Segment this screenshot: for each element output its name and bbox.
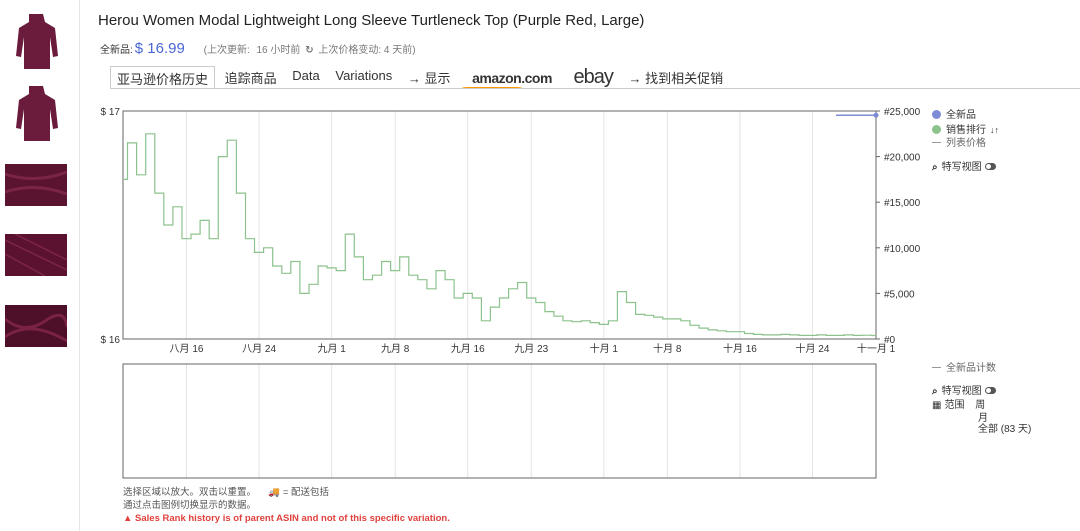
chart-footer: 选择区域以放大。双击以重置。 🚚 = 配送包括 通过点击图例切换显示的数据。 ▲ S… — [123, 486, 450, 525]
refresh-icon[interactable]: ↻ — [305, 45, 314, 56]
ebay-logo-link[interactable]: ebay — [573, 66, 614, 88]
right-y-tick-label: #25,000 — [884, 107, 921, 118]
last-price-change: 上次价格变动: 4 天前) — [318, 45, 416, 56]
footer-line-1: 选择区域以放大。双击以重置。 🚚 = 配送包括 — [123, 486, 450, 499]
count-chart-legend: 全新品计数 ⌕ 特写视图 ▦ 范围 周 月 全部 (83 天) — [932, 362, 1031, 436]
shipping-hint: = 配送包括 — [282, 487, 330, 498]
x-tick-label: 八月 16 — [170, 343, 204, 355]
x-tick-label: 十月 8 — [653, 342, 682, 355]
new-count-swatch — [932, 367, 941, 368]
closeup-toggle-bottom[interactable]: ⌕ 特写视图 — [932, 385, 1031, 399]
warning-text: Sales Rank history is of parent ASIN and… — [135, 513, 450, 524]
last-update-value: 16 小时前 — [256, 45, 301, 56]
product-thumbnail-5[interactable] — [5, 305, 67, 347]
left-y-axis: $ 17 $ 16 — [101, 107, 121, 346]
tab-find-promotions[interactable]: → 找到相关促销 — [628, 71, 724, 86]
legend-new-count[interactable]: 全新品计数 — [932, 362, 1031, 376]
x-axis-tick-labels: 八月 16 八月 24 九月 1 九月 8 九月 16 九月 23 十月 1 十月 8 十月 1… — [170, 342, 896, 355]
legend-new-label: 全新品 — [946, 110, 976, 121]
x-tick-label: 八月 24 — [242, 343, 276, 355]
zoom-hint: 选择区域以放大。双击以重置。 — [123, 487, 257, 498]
product-thumbnail-column — [0, 0, 80, 531]
truck-icon: 🚚 — [268, 487, 280, 498]
tab-bar: 亚马逊价格历史 追踪商品 Data Variations → 显示 amazon… — [110, 66, 729, 89]
product-thumbnail-3[interactable] — [5, 164, 67, 206]
x-tick-label: 十月 1 — [590, 342, 619, 355]
product-thumbnail-4[interactable] — [5, 234, 67, 276]
range-all[interactable]: 全部 (83 天) — [978, 424, 1032, 435]
footer-line-2: 通过点击图例切换显示的数据。 — [123, 500, 257, 511]
range-week[interactable]: 周 — [975, 400, 986, 411]
sales-rank-line — [123, 133, 876, 337]
right-y-tick-label: #5,000 — [884, 289, 915, 300]
sales-rank-swatch — [932, 125, 941, 134]
warning-icon: ▲ — [123, 513, 133, 524]
legend-sales-rank[interactable]: 销售排行 ↓↑ — [932, 123, 999, 137]
product-thumbnail-1[interactable] — [5, 10, 67, 72]
legend-list-price-label: 列表价格 — [946, 138, 986, 149]
x-tick-label: 九月 8 — [381, 343, 410, 355]
range-month[interactable]: 月 — [978, 413, 988, 424]
magnifier-icon: ⌕ — [932, 162, 938, 173]
tab-price-history[interactable]: 亚马逊价格历史 — [110, 66, 216, 88]
last-update-prefix: (上次更新: — [203, 45, 250, 56]
main-chart-frame — [122, 110, 877, 340]
calendar-icon: ▦ — [932, 400, 942, 411]
chart-series — [123, 112, 879, 337]
x-tick-label: 十一月 1 — [857, 342, 896, 355]
tab-variations[interactable]: Variations — [335, 68, 393, 83]
main-chart-grid — [186, 111, 877, 339]
right-y-tick-label: #0 — [884, 335, 896, 346]
x-tick-label: 九月 16 — [451, 343, 485, 355]
count-chart-frame — [122, 363, 877, 479]
right-y-axis: #25,000 #20,000 #15,000 #10,000 #5,000 #0 — [876, 107, 921, 346]
tab-track-product[interactable]: 追踪商品 — [224, 71, 277, 86]
range-selector: ▦ 范围 周 — [932, 399, 1031, 413]
range-label: 范围 — [944, 400, 965, 411]
count-chart-grid — [186, 364, 877, 478]
list-price-swatch — [932, 142, 941, 143]
x-tick-label: 九月 1 — [317, 343, 346, 355]
footer-warning: ▲ Sales Rank history is of parent ASIN a… — [123, 512, 450, 525]
right-y-tick-label: #10,000 — [884, 244, 921, 255]
closeup-label-bottom: 特写视图 — [941, 386, 982, 397]
price-history-chart[interactable]: 八月 16 八月 24 九月 1 九月 8 九月 16 九月 23 十月 1 十月 8 十月 1… — [98, 0, 1080, 531]
new-price-label: 全新品: — [100, 45, 133, 56]
closeup-label: 特写视图 — [941, 162, 982, 173]
new-price-swatch — [932, 110, 941, 119]
new-price-point[interactable] — [873, 112, 879, 118]
amazon-logo-text: amazon.com — [472, 70, 552, 86]
product-thumbnail-2[interactable] — [5, 82, 67, 144]
x-tick-label: 九月 23 — [514, 343, 548, 355]
tab-divider — [110, 88, 1080, 89]
product-title: Herou Women Modal Lightweight Long Sleev… — [98, 12, 645, 29]
left-y-tick-label: $ 16 — [101, 335, 121, 346]
magnifier-icon-bottom: ⌕ — [932, 386, 938, 397]
closeup-switch-bottom[interactable] — [984, 387, 996, 394]
main-chart-legend: 全新品 销售排行 ↓↑ 列表价格 ⌕ 特写视图 — [932, 109, 999, 175]
legend-list-price[interactable]: 列表价格 — [932, 137, 999, 151]
sort-icon[interactable]: ↓↑ — [990, 125, 999, 135]
closeup-toggle[interactable]: ⌕ 特写视图 — [932, 161, 999, 175]
x-tick-label: 十月 24 — [796, 342, 830, 355]
current-price: $ 16.99 — [134, 40, 185, 57]
legend-sales-rank-label: 销售排行 — [946, 125, 986, 136]
right-y-tick-label: #20,000 — [884, 153, 921, 164]
legend-new-count-label: 全新品计数 — [946, 363, 996, 374]
show-on-label: → 显示 — [407, 71, 451, 86]
price-line: 全新品: $ 16.99 (上次更新: 16 小时前 ↻ 上次价格变动: 4 天前… — [100, 40, 416, 57]
left-y-tick-label: $ 17 — [101, 107, 121, 118]
right-y-tick-label: #15,000 — [884, 198, 921, 209]
price-tracker-panel: Herou Women Modal Lightweight Long Sleev… — [98, 0, 1080, 531]
legend-new[interactable]: 全新品 — [932, 109, 999, 123]
tab-data[interactable]: Data — [292, 68, 320, 83]
closeup-switch[interactable] — [984, 163, 996, 170]
x-tick-label: 十月 16 — [723, 342, 757, 355]
